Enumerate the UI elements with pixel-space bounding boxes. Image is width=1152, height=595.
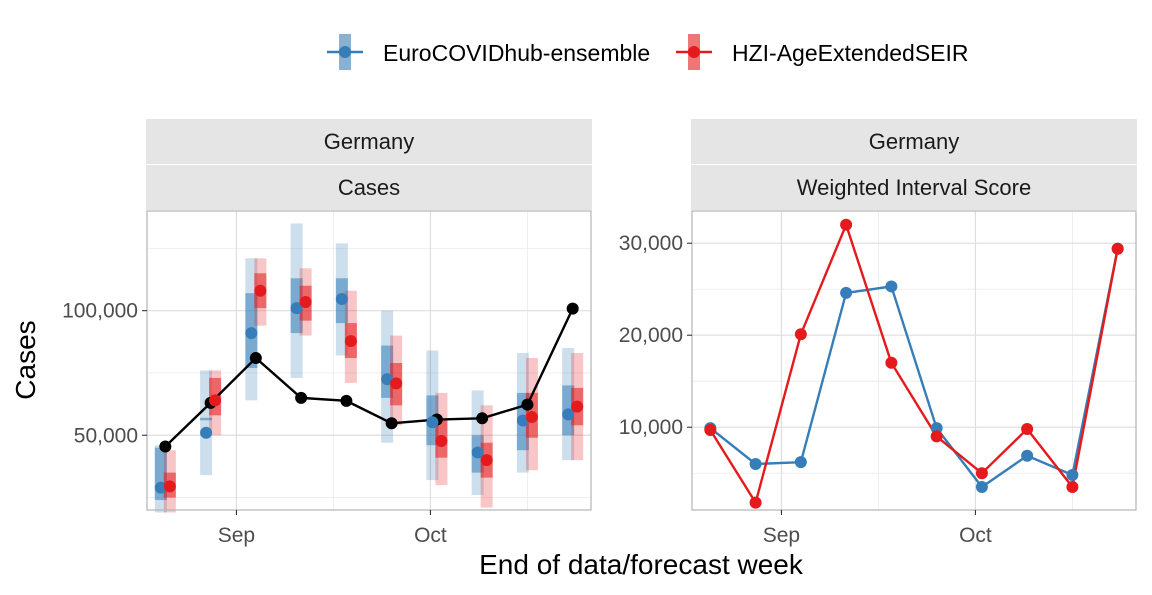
forecast-median-point <box>480 454 493 467</box>
forecast-median-point <box>525 411 538 424</box>
observed-point <box>476 412 489 425</box>
strip-label-measure: Cases <box>338 175 400 200</box>
x-axis-ticks: Sep Oct <box>218 510 447 547</box>
score-point <box>1021 449 1034 462</box>
forecast-medians <box>154 284 584 494</box>
legend-label-ensemble: EuroCOVIDhub-ensemble <box>383 40 650 66</box>
observed-point <box>385 417 398 430</box>
forecast-median-point <box>335 292 348 305</box>
score-point <box>749 496 762 509</box>
observed-line <box>164 308 574 448</box>
y-tick-label: 100,000 <box>62 300 138 323</box>
strip-background-country <box>691 119 1137 164</box>
forecast-median-point <box>390 377 403 390</box>
forecast-median-point <box>290 302 303 315</box>
strip-label-country: Germany <box>869 129 959 154</box>
forecast-median-point <box>154 481 167 494</box>
score-point <box>1066 481 1079 493</box>
strip-label-country: Germany <box>324 129 414 154</box>
score-point <box>749 458 762 470</box>
score-point <box>840 286 853 299</box>
legend-key-dot-ensemble <box>339 46 351 58</box>
x-tick-label: Oct <box>959 524 992 547</box>
score-point <box>975 467 988 480</box>
forecast-median-point <box>344 335 357 348</box>
forecast-median-point <box>299 295 312 308</box>
score-point <box>794 456 807 469</box>
legend-item-hzi[interactable]: HZI-AgeExtendedSEIR <box>676 34 969 70</box>
legend-key-dot-hzi <box>688 46 700 58</box>
observed-point <box>521 398 534 411</box>
forecast-median-point <box>516 414 529 427</box>
score-point <box>1066 469 1079 482</box>
y-tick-label: 30,000 <box>619 232 683 255</box>
forecast-median-point <box>435 434 448 447</box>
score-line <box>709 223 1119 504</box>
x-axis-title: End of data/forecast week <box>479 549 804 580</box>
interval-inner-band <box>200 417 213 421</box>
x-tick-label: Oct <box>414 524 447 547</box>
score-series <box>704 218 1124 509</box>
observed-point <box>566 302 579 315</box>
observed-point <box>295 391 308 404</box>
strip-background-measure <box>691 165 1137 210</box>
strip-label-measure: Weighted Interval Score <box>797 175 1031 200</box>
score-point <box>794 328 807 341</box>
forecast-median-point <box>562 408 575 421</box>
score-line <box>709 248 1119 489</box>
x-tick-label: Sep <box>218 524 255 547</box>
observed-point <box>340 394 353 407</box>
score-point <box>1021 423 1034 436</box>
forecast-median-point <box>245 327 258 340</box>
y-tick-label: 50,000 <box>74 424 138 447</box>
forecast-median-point <box>426 416 439 429</box>
forecast-median-point <box>381 373 394 386</box>
y-axis-ticks: 10,000 20,000 30,000 <box>619 232 692 439</box>
legend-label-hzi: HZI-AgeExtendedSEIR <box>732 40 969 66</box>
score-point <box>840 218 853 231</box>
score-point <box>930 430 943 443</box>
y-axis-ticks: 50,000 100,000 <box>62 300 147 447</box>
strip-background-measure <box>146 165 592 210</box>
score-point <box>975 481 988 493</box>
strip-background-country <box>146 119 592 164</box>
x-axis-ticks: Sep Oct <box>763 510 992 547</box>
score-point <box>704 423 717 436</box>
forecast-median-point <box>471 446 484 459</box>
legend: EuroCOVIDhub-ensemble HZI-AgeExtendedSEI… <box>327 34 969 70</box>
cases-panel: Germany Cases 50,000 100,000 Sep Oct Cases <box>10 119 592 547</box>
observed-point <box>159 440 172 453</box>
score-point <box>885 280 898 293</box>
y-axis-title: Cases <box>10 320 41 399</box>
forecast-interval-bands <box>154 223 584 513</box>
y-tick-label: 10,000 <box>619 416 683 439</box>
score-point <box>885 356 898 369</box>
forecast-median-point <box>254 284 267 297</box>
score-point <box>930 422 943 435</box>
x-tick-label: Sep <box>763 524 800 547</box>
gridlines <box>692 211 1136 510</box>
panel-background <box>147 211 591 510</box>
forecast-median-point <box>571 400 584 413</box>
observed-series <box>159 302 579 453</box>
forecast-median-point <box>209 394 222 407</box>
panel-border <box>146 210 592 511</box>
y-tick-label: 20,000 <box>619 324 683 347</box>
panel-border <box>691 210 1137 511</box>
wis-panel: Germany Weighted Interval Score 10,000 20… <box>619 119 1137 547</box>
legend-item-ensemble[interactable]: EuroCOVIDhub-ensemble <box>327 34 650 70</box>
score-point <box>1111 242 1124 255</box>
forecast-median-point <box>163 480 176 493</box>
forecast-median-point <box>200 426 213 439</box>
observed-point <box>249 352 262 365</box>
